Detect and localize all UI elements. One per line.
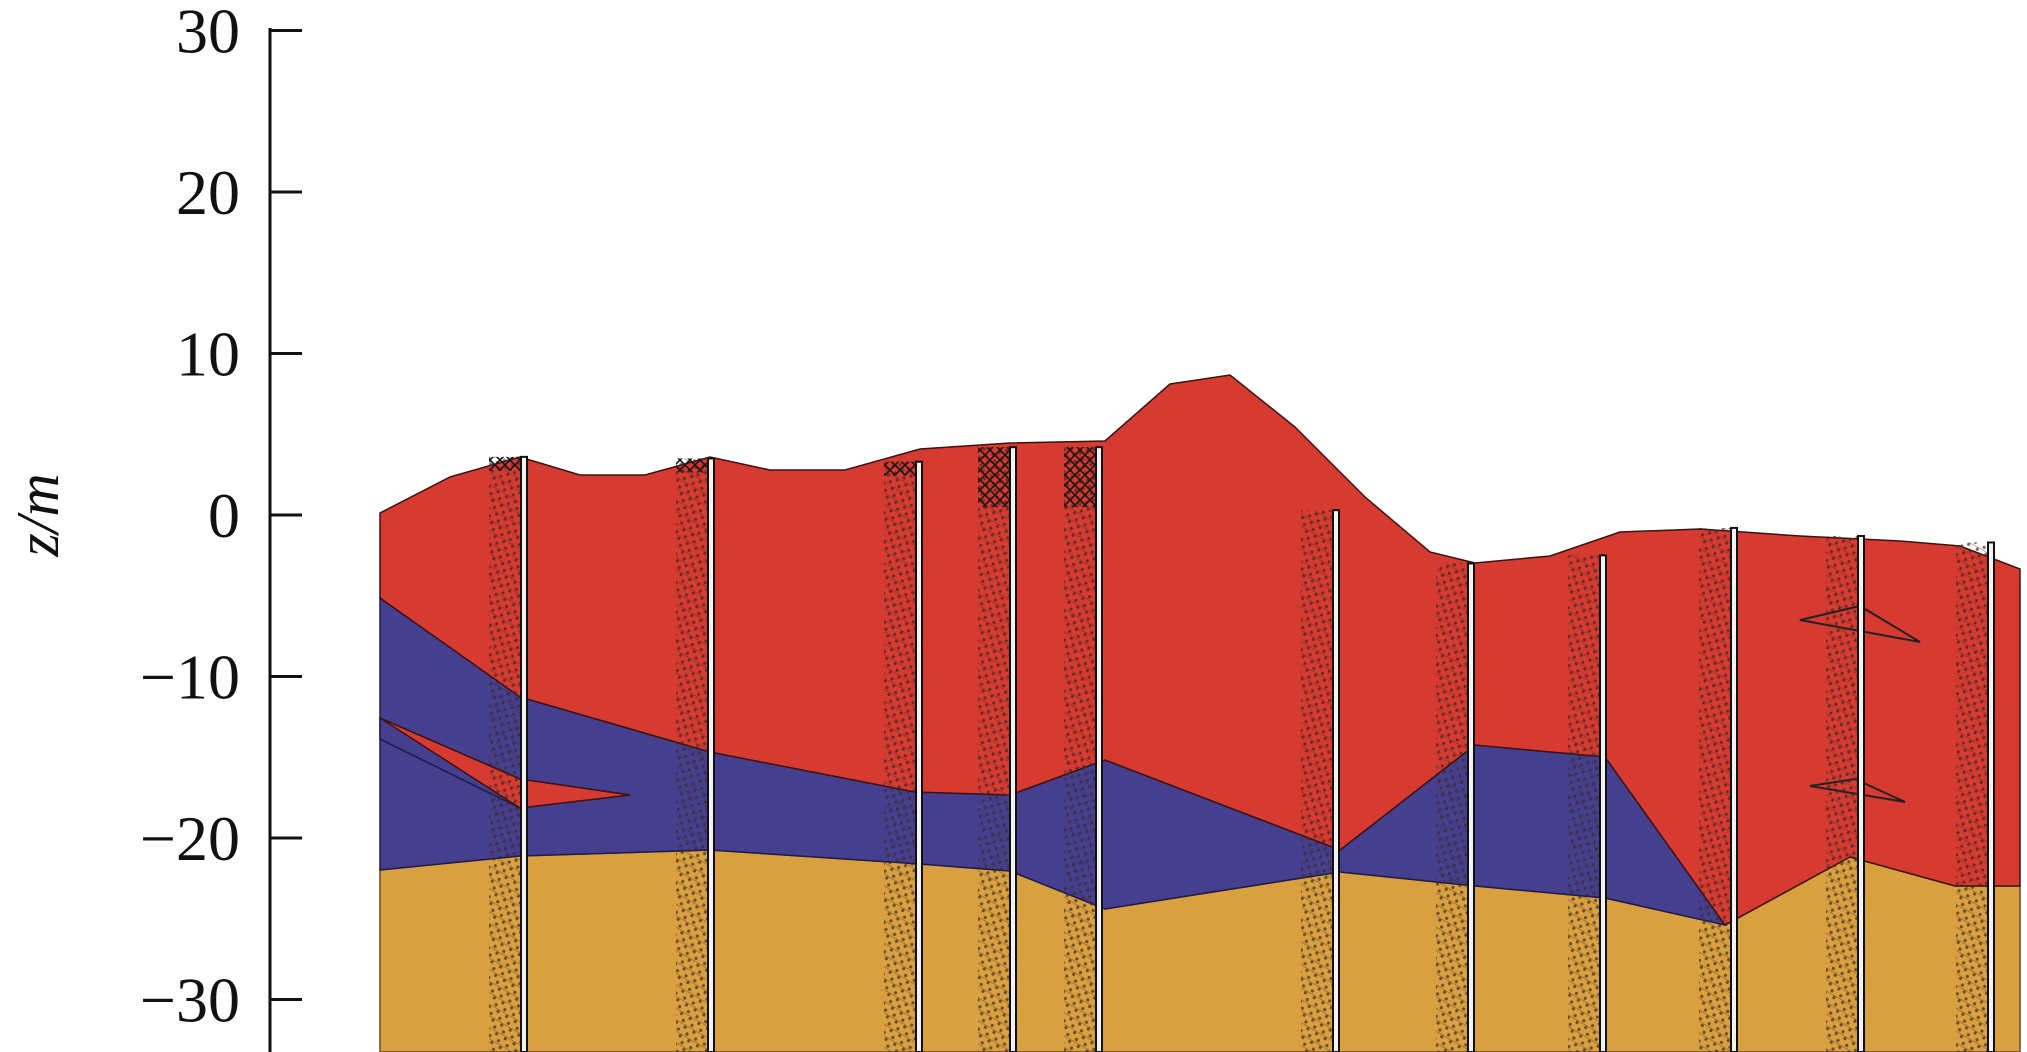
borehole xyxy=(978,446,1017,1052)
borehole-fill-cap xyxy=(884,461,918,476)
borehole xyxy=(1301,509,1340,1052)
borehole xyxy=(1699,526,1738,1052)
borehole-fill-cap xyxy=(489,456,523,471)
borehole-shaft xyxy=(707,457,715,1052)
y-tick-label: −10 xyxy=(140,642,240,713)
borehole-fill-cap xyxy=(978,447,1012,508)
borehole-shaft xyxy=(1987,541,1995,1052)
borehole xyxy=(676,457,715,1052)
borehole-column xyxy=(1064,447,1098,1052)
borehole xyxy=(1826,534,1865,1052)
borehole xyxy=(1436,562,1475,1052)
y-axis: 30 20 10 0 −10 −20 −30 xyxy=(140,0,302,1052)
borehole-shaft xyxy=(1332,509,1340,1052)
borehole xyxy=(489,455,528,1052)
borehole-fill-cap xyxy=(676,458,710,473)
borehole-column xyxy=(884,461,918,1052)
y-tick-label: 10 xyxy=(176,319,240,390)
borehole-shaft xyxy=(915,460,923,1052)
borehole-column xyxy=(489,456,523,1052)
borehole-column xyxy=(676,458,710,1052)
borehole-column xyxy=(1301,510,1335,1052)
y-tick-label: −30 xyxy=(140,965,240,1036)
borehole xyxy=(884,460,923,1052)
y-tick-label: −20 xyxy=(140,803,240,874)
borehole-column xyxy=(978,447,1012,1052)
borehole-shaft xyxy=(1857,534,1865,1052)
borehole-shaft xyxy=(1095,446,1103,1052)
borehole-fill-cap xyxy=(1064,447,1098,508)
borehole-column xyxy=(1568,555,1602,1052)
stratum-top xyxy=(379,374,2021,926)
y-tick-label: 0 xyxy=(208,480,240,551)
borehole-column xyxy=(1956,542,1990,1052)
borehole-column xyxy=(1699,527,1733,1052)
y-tick-label: 20 xyxy=(176,157,240,228)
borehole-shaft xyxy=(1730,526,1738,1052)
borehole-shaft xyxy=(1009,446,1017,1052)
borehole xyxy=(1956,541,1995,1052)
borehole-column xyxy=(1826,535,1860,1052)
y-axis-title: z/m xyxy=(5,473,71,557)
borehole-shaft xyxy=(1467,562,1475,1052)
boreholes xyxy=(489,446,1995,1052)
borehole-shaft xyxy=(1599,554,1607,1052)
borehole-shaft xyxy=(520,455,528,1052)
y-tick-label: 30 xyxy=(176,0,240,67)
borehole xyxy=(1064,446,1103,1052)
stratum-layers xyxy=(379,374,2021,1052)
borehole-column xyxy=(1436,563,1470,1052)
borehole xyxy=(1568,554,1607,1052)
